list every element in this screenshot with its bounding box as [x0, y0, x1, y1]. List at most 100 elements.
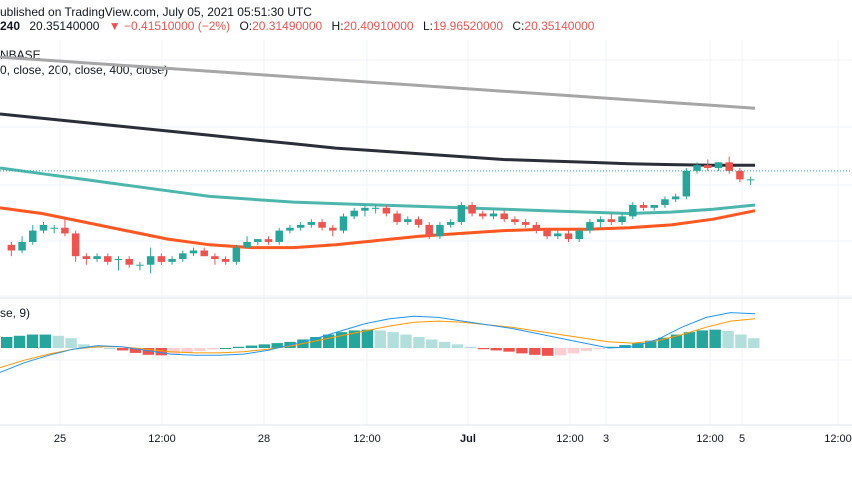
chart-header: ublished on TradingView.com, July 05, 20…: [0, 0, 852, 40]
published-line: ublished on TradingView.com, July 05, 20…: [0, 5, 312, 19]
candle: [714, 162, 723, 171]
candle-body: [468, 204, 476, 214]
candle-body: [243, 241, 251, 248]
candle-body: [157, 256, 166, 262]
histogram-bar: [361, 329, 374, 348]
candle: [436, 222, 444, 240]
candle: [29, 224, 37, 245]
time-tick-label: 5: [739, 433, 745, 445]
candle: [671, 193, 680, 203]
histogram-bar: [748, 338, 760, 348]
candle-body: [489, 213, 498, 217]
candle-body: [446, 222, 455, 225]
histogram-bar: [39, 334, 52, 348]
candle: [371, 204, 380, 214]
histogram-bar: [155, 348, 167, 356]
candle-body: [93, 256, 101, 260]
histogram-bar: [271, 343, 283, 348]
candle-body: [736, 170, 744, 180]
candle: [296, 222, 305, 231]
macd-params-label: se, 9): [0, 306, 31, 320]
histogram-bar: [516, 348, 528, 354]
candle-body: [554, 233, 562, 237]
candle-body: [564, 233, 573, 240]
candle-body: [543, 230, 551, 237]
open-label: O:: [239, 19, 253, 33]
candle: [543, 227, 551, 240]
candle: [746, 176, 755, 186]
candle-body: [639, 204, 648, 208]
candle-body: [329, 227, 337, 231]
candle: [254, 239, 262, 245]
histogram-bar: [619, 345, 631, 348]
ma-50-line: [0, 206, 756, 250]
candle-body: [221, 259, 230, 262]
candle-body: [532, 224, 541, 231]
histogram-bar: [232, 346, 245, 348]
candlestick-series: [7, 156, 755, 274]
candle: [393, 210, 401, 225]
candle-body: [82, 256, 91, 260]
ma-200-line: [0, 112, 755, 167]
candle: [629, 202, 637, 220]
histogram-bar: [400, 334, 412, 348]
time-axis-labels: 25 12:00 28 12:00 Jul 12:00 3 12:00 5 12:00: [54, 433, 852, 445]
candle: [736, 168, 744, 183]
candle-body: [479, 213, 487, 217]
symbol-interval: 240: [0, 19, 21, 33]
candle-body: [714, 162, 723, 168]
candle: [243, 236, 251, 248]
ma-400-line: [0, 55, 756, 110]
candle-body: [650, 204, 658, 208]
candle: [521, 219, 530, 228]
candle-body: [350, 210, 358, 217]
candle: [146, 247, 155, 274]
candle: [232, 244, 241, 265]
histogram-bar: [219, 348, 232, 349]
candle-body: [693, 165, 701, 171]
histogram-bar: [245, 345, 258, 348]
candle-body: [168, 259, 176, 262]
candle: [104, 253, 112, 265]
histogram-bar: [645, 340, 657, 348]
candle: [661, 196, 669, 208]
histogram-bar: [696, 330, 708, 348]
candle: [704, 159, 712, 171]
ohlc-line: 240 20.35140000 ▼ −0.41510000 (−2%) O:20…: [0, 19, 600, 33]
candle: [511, 216, 519, 225]
histogram-bar: [52, 335, 64, 348]
candle-body: [318, 222, 326, 228]
histogram-bar: [735, 334, 747, 348]
histogram-bar: [142, 348, 155, 355]
histogram-bar: [348, 330, 361, 348]
time-tick-label: 12:00: [353, 433, 381, 445]
high-value: 20.40910000: [343, 19, 414, 33]
candle-body: [286, 227, 294, 231]
moving-average-lines: [0, 55, 756, 250]
time-tick-label: 25: [54, 433, 66, 445]
candle-body: [586, 222, 594, 231]
price-change: ▼ −0.41510000 (−2%): [108, 19, 231, 33]
candle: [179, 250, 187, 262]
close-label: C:: [512, 19, 525, 33]
candle-body: [725, 162, 733, 171]
candle: [286, 224, 294, 234]
candle: [114, 256, 123, 271]
candle: [693, 162, 701, 174]
candle: [618, 213, 626, 225]
published-text: ublished on TradingView.com, July 05, 20…: [0, 5, 312, 19]
candle: [307, 219, 316, 228]
candle: [18, 236, 26, 254]
candle: [596, 216, 605, 228]
histogram-bar: [529, 348, 541, 355]
candle: [446, 219, 455, 228]
candle-body: [136, 264, 144, 266]
histogram-bar: [567, 348, 580, 354]
candle: [532, 222, 541, 234]
histogram-bar: [116, 348, 129, 351]
candle-body: [296, 224, 305, 228]
candle-body: [339, 216, 348, 231]
candle: [339, 213, 348, 234]
time-tick-label: 12:00: [556, 433, 584, 445]
